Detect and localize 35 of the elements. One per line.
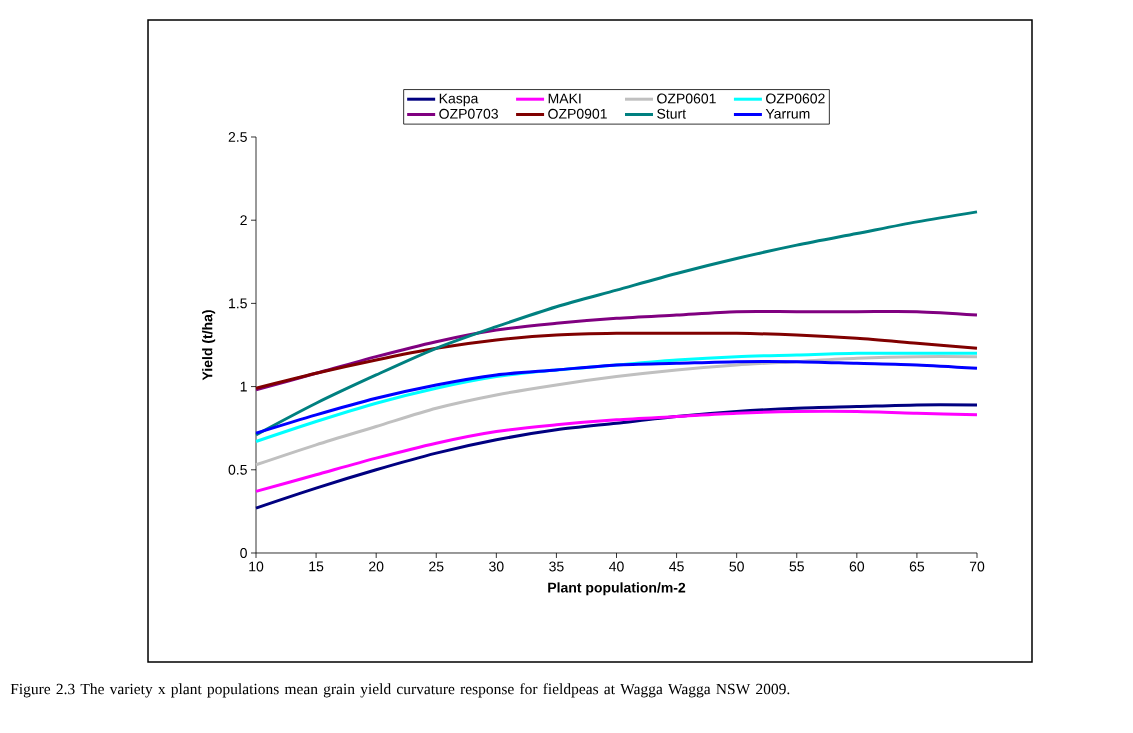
x-axis-title: Plant population/m-2 xyxy=(548,582,686,596)
y-axis-title: Yield (t/ha) xyxy=(202,310,216,381)
line-series xyxy=(254,355,979,467)
x-tick-label: 25 xyxy=(429,561,444,572)
x-tick-label: 15 xyxy=(309,561,324,572)
x-tick-label: 70 xyxy=(969,561,985,572)
y-tick-label: 1.5 xyxy=(229,298,247,309)
legend-label: Kaspa xyxy=(439,93,479,107)
y-tick-label: 0.5 xyxy=(228,464,247,475)
y-tick-label: 2.5 xyxy=(228,132,247,142)
x-tick-label: 10 xyxy=(249,561,264,572)
x-tick-label: 40 xyxy=(609,561,624,572)
legend-label: OZP0601 xyxy=(657,93,716,104)
x-tick-label: 60 xyxy=(849,561,865,572)
legend-label: OZP0901 xyxy=(548,108,607,119)
caption: Figure 2.3 The variety x plant populations mean grain yield curvature response for fieldpeas at Wagga Wagga NSW 2009. xyxy=(10,683,790,698)
y-tick-label: 1 xyxy=(240,381,247,392)
legend-label: OZP0703 xyxy=(439,108,498,119)
x-tick-label: 50 xyxy=(729,561,744,572)
legend-label: OZP0602 xyxy=(766,93,825,104)
line-series xyxy=(254,210,979,437)
line-series xyxy=(254,359,979,435)
x-tick-label: 45 xyxy=(669,561,684,572)
line-series xyxy=(254,331,979,390)
x-tick-label: 65 xyxy=(909,561,925,572)
y-tick-label: 0 xyxy=(240,548,247,558)
legend-label: Sturt xyxy=(657,108,686,119)
y-tick-label: 2 xyxy=(240,215,247,226)
legend-label: Yarrum xyxy=(765,108,810,119)
x-tick-label: 20 xyxy=(369,561,384,572)
x-tick-label: 30 xyxy=(489,561,504,572)
legend-label: MAKI xyxy=(548,93,581,104)
x-tick-label: 55 xyxy=(789,561,804,572)
line-series xyxy=(254,409,979,493)
x-tick-label: 35 xyxy=(549,561,564,572)
